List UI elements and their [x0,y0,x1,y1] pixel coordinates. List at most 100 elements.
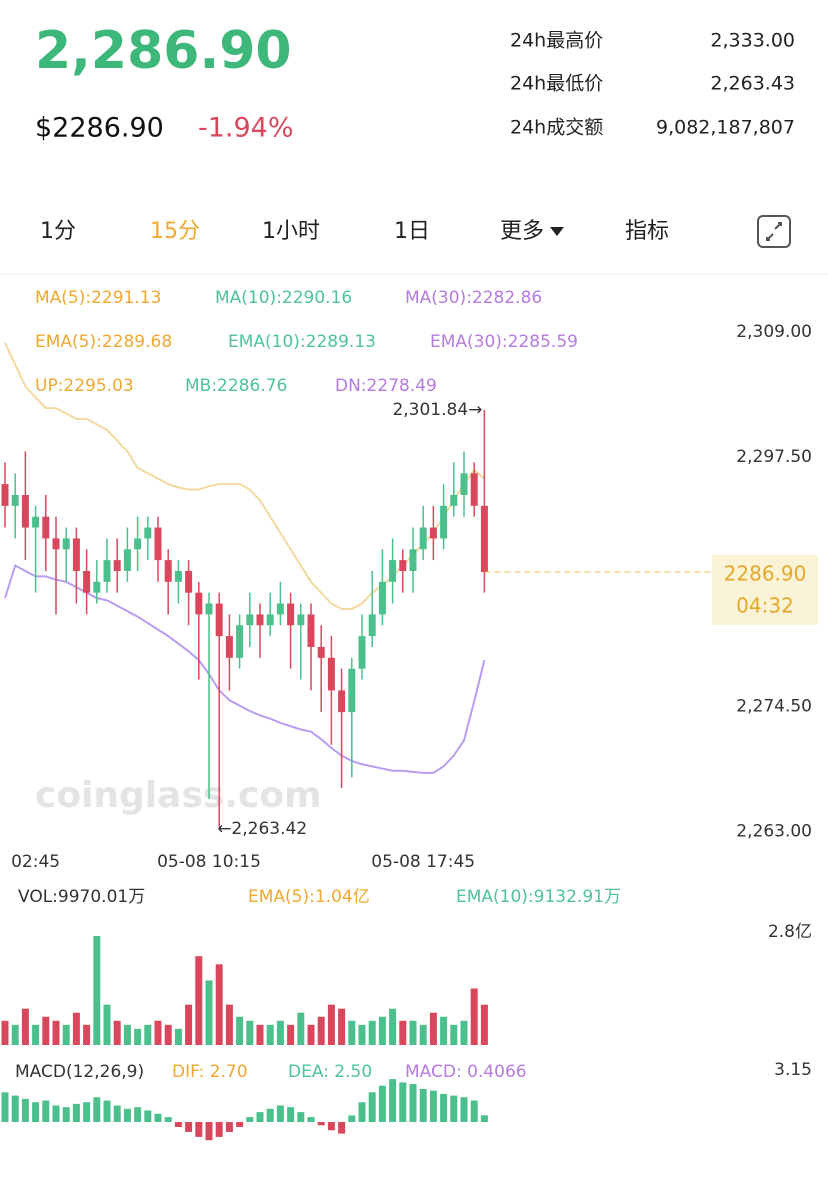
bar [256,1112,264,1123]
bar [460,1097,468,1123]
bar [450,1024,458,1045]
legend-label: DEA: 2.50 [288,1062,372,1082]
tab[interactable]: 指标 [625,219,669,244]
legend-label: MACD: 0.4066 [405,1062,527,1082]
indicator-label: MA(10):2290.16 [215,288,352,308]
candle-body [11,494,19,506]
candle-body [21,494,29,528]
bar [368,1020,376,1045]
candle-body [266,614,274,626]
candle-body [195,592,203,615]
candle-body [164,560,172,582]
bar [429,1012,437,1045]
bar [389,1008,397,1045]
bar [327,1122,335,1131]
indicator-label: EMA(30):2285.59 [430,332,578,352]
candle-body [185,570,193,593]
candle-body [389,560,397,582]
bar [123,1024,131,1045]
indicator-label: MA(30):2282.86 [405,288,542,308]
y-tick-label: 2,274.50 [736,697,812,717]
stat-label: 24h成交额 [510,117,603,139]
dropdown-arrow [550,227,564,236]
bar [348,1115,356,1123]
legend-label: MACD(12,26,9) [15,1062,144,1082]
tab[interactable]: 1小时 [262,219,320,244]
bar [297,1012,305,1045]
bar [317,1016,325,1045]
bar [327,1004,335,1045]
bar [246,1117,254,1123]
bar [276,1020,284,1045]
bar [103,1100,111,1123]
bar [205,980,213,1045]
bar [93,936,101,1045]
bar [266,1108,274,1123]
bar [52,1020,60,1045]
bar [144,1110,152,1123]
bar [236,1122,244,1127]
bar [83,1102,91,1123]
tab[interactable]: 更多 [500,219,544,244]
bar [297,1112,305,1123]
tab-active[interactable]: 15分 [150,219,200,244]
candle-body [236,625,244,658]
candle-body [134,538,142,550]
candle-body [440,505,448,539]
bar [144,1024,152,1045]
y-tick-label: 2,263.00 [736,822,812,842]
stat-label: 24h最低价 [510,73,603,95]
bar [174,1122,182,1127]
bar [368,1092,376,1123]
candle-body [419,527,427,550]
bar [62,1024,70,1045]
candle-body [307,614,315,647]
candle-body [113,560,121,571]
candle-body [327,657,335,691]
current-price-label: 2286.90 [724,562,807,586]
bar [72,1012,80,1045]
candle-body [144,527,152,539]
bar [287,1024,295,1045]
candle-body [246,614,254,626]
high-annotation: 2,301.84→ [392,400,482,420]
bar [450,1095,458,1123]
candle-body [62,538,70,550]
bar [225,1122,233,1132]
indicator-label: UP:2295.03 [35,376,134,396]
bar [358,1024,366,1045]
bar [113,1020,121,1045]
indicator-label: MA(5):2291.13 [35,288,161,308]
bar [419,1088,427,1123]
candle-body [470,473,478,506]
tab[interactable]: 1分 [40,219,76,244]
bar [21,1008,29,1045]
bar [399,1020,407,1045]
candle-body [174,570,182,582]
legend-label: EMA(10):9132.91万 [456,887,621,907]
bar [287,1107,295,1123]
price: 2,286.90 [35,21,292,81]
candle-body [154,527,162,561]
bar [338,1008,346,1045]
candle-body [409,549,417,571]
fullscreen-button[interactable] [757,215,791,248]
bar [480,1115,488,1123]
bar [419,1024,427,1045]
candle-body [205,603,213,615]
tab[interactable]: 1日 [394,219,430,244]
bar [246,1020,254,1045]
bar [225,1004,233,1045]
bar [378,1016,386,1045]
bar [338,1122,346,1134]
bar [307,1024,315,1045]
bar [389,1079,397,1123]
bar [113,1105,121,1123]
bar [185,1122,193,1132]
candle-body [399,560,407,571]
bar [134,1107,142,1123]
bar [42,1016,50,1045]
bar [236,1016,244,1045]
candle-body [215,603,223,637]
bar [11,1095,19,1123]
